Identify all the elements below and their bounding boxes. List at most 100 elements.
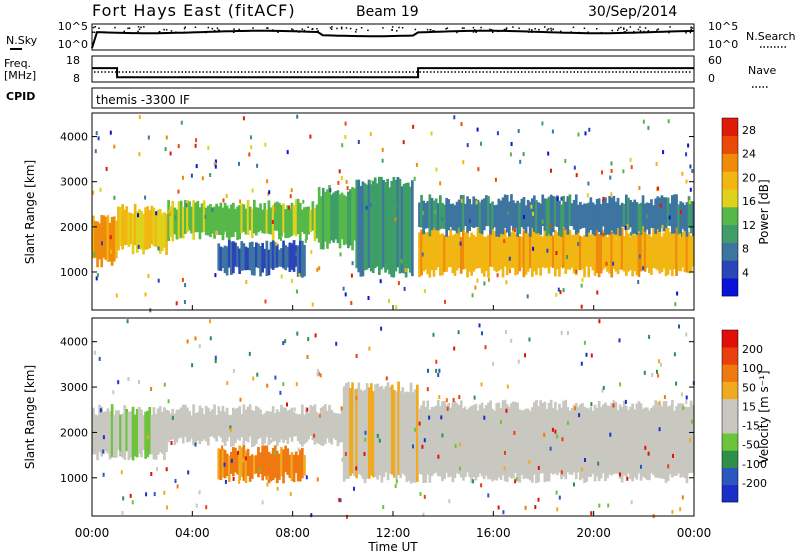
- heatmap-cell: [453, 233, 457, 276]
- heatmap-speckle-cell: [127, 377, 130, 381]
- heatmap-speckle-cell: [476, 127, 479, 132]
- nsky-search-dot: [504, 29, 506, 32]
- heatmap-cell: [556, 410, 559, 476]
- heatmap-cell: [223, 202, 227, 232]
- nsky-search-dot: [503, 28, 506, 31]
- heatmap-cell: [691, 201, 695, 236]
- heatmap-cell: [221, 448, 225, 478]
- heatmap-cell: [689, 201, 693, 234]
- nsky-search-dot: [596, 28, 598, 30]
- heatmap-cell: [328, 404, 331, 443]
- heatmap-speckle-cell: [605, 261, 608, 266]
- heatmap-speckle-cell: [630, 500, 633, 505]
- heatmap-cell: [234, 447, 237, 473]
- heatmap-cell: [311, 201, 315, 231]
- heatmap-cell: [376, 383, 379, 480]
- nsky-search-dot: [456, 31, 458, 34]
- heatmap-speckle-cell: [444, 299, 446, 304]
- heatmap-speckle-cell: [619, 434, 622, 439]
- nsky-tick-top-right: 10^5: [708, 20, 738, 33]
- heatmap-cell: [516, 200, 519, 237]
- nsky-search-dot: [238, 28, 240, 31]
- heatmap-cell: [445, 405, 448, 473]
- colorbar-tick-label: 12: [742, 219, 756, 232]
- heatmap-speckle-cell: [610, 192, 613, 197]
- heatmap-cell: [589, 197, 593, 230]
- heatmap-speckle-cell: [381, 147, 384, 152]
- heatmap-speckle-cell: [668, 215, 671, 220]
- heatmap-cell: [579, 235, 582, 271]
- heatmap-speckle-cell: [150, 387, 153, 391]
- heatmap-cell: [622, 203, 626, 228]
- heatmap-speckle-cell: [344, 292, 347, 297]
- heatmap-speckle-cell: [555, 490, 558, 495]
- heatmap-cell: [163, 407, 166, 460]
- heatmap-speckle-cell: [163, 382, 166, 387]
- heatmap-speckle-cell: [551, 427, 554, 432]
- nsky-search-dot: [513, 30, 516, 32]
- heatmap-cell: [612, 226, 616, 269]
- heatmap-speckle-cell: [590, 353, 593, 358]
- heatmap-cell: [668, 203, 672, 227]
- heatmap-cell: [152, 407, 156, 460]
- heatmap-cell: [629, 406, 632, 480]
- heatmap-cell: [290, 452, 294, 481]
- heatmap-speckle-cell: [156, 467, 158, 472]
- nsky-search-dot: [104, 31, 107, 33]
- heatmap-speckle-cell: [505, 330, 507, 335]
- nsky-search-dot: [183, 27, 186, 30]
- heatmap-cell: [470, 232, 473, 276]
- heatmap-cell: [505, 404, 509, 482]
- heatmap-cell: [131, 213, 135, 255]
- heatmap-cell: [232, 241, 235, 274]
- nsky-search-dot: [137, 30, 139, 33]
- heatmap-cell: [349, 189, 352, 246]
- heatmap-speckle-cell: [496, 273, 499, 278]
- heatmap-cell: [158, 208, 162, 254]
- heatmap-speckle-cell: [329, 188, 332, 193]
- heatmap-cell: [675, 227, 678, 276]
- colorbar-swatch: [722, 398, 738, 417]
- heatmap-cell: [242, 204, 246, 232]
- heatmap-cell: [92, 407, 95, 455]
- heatmap-speckle-cell: [609, 175, 612, 180]
- heatmap-cell: [367, 179, 371, 268]
- nsky-search-dot: [170, 30, 173, 32]
- heatmap-speckle-cell: [291, 279, 294, 283]
- heatmap-speckle-cell: [297, 447, 300, 452]
- heatmap-speckle-cell: [310, 249, 313, 254]
- heatmap-speckle-cell: [316, 477, 319, 482]
- heatmap-cell: [98, 404, 101, 453]
- nsky-search-dot: [671, 30, 673, 33]
- power-colorbar-label: Power [dB]: [757, 179, 771, 244]
- heatmap-cell: [406, 182, 410, 269]
- nsky-search-dot: [205, 31, 207, 34]
- heatmap-speckle-cell: [556, 507, 559, 512]
- heatmap-speckle-cell: [487, 493, 490, 498]
- heatmap-speckle-cell: [266, 482, 269, 487]
- heatmap-speckle-cell: [153, 492, 156, 497]
- heatmap-cell: [388, 187, 391, 275]
- heatmap-speckle-cell: [344, 121, 347, 126]
- heatmap-cell: [282, 449, 285, 484]
- heatmap-cell: [474, 236, 478, 269]
- heatmap-cell: [597, 198, 601, 233]
- heatmap-cell: [556, 195, 559, 227]
- nsky-search-dot: [657, 28, 660, 30]
- heatmap-speckle-cell: [110, 249, 113, 254]
- heatmap-cell: [656, 226, 660, 271]
- heatmap-speckle-cell: [137, 213, 139, 218]
- heatmap-cell: [641, 226, 645, 268]
- heatmap-speckle-cell: [250, 135, 252, 140]
- heatmap-speckle-cell: [502, 510, 505, 515]
- heatmap-speckle-cell: [537, 497, 540, 502]
- heatmap-cell: [439, 234, 442, 276]
- heatmap-cell: [620, 407, 624, 483]
- heatmap-speckle-cell: [458, 466, 461, 471]
- heatmap-speckle-cell: [530, 204, 533, 209]
- heatmap-cell: [528, 226, 532, 269]
- heatmap-cell: [673, 410, 676, 476]
- heatmap-cell: [227, 239, 231, 268]
- nsky-search-dot: [316, 28, 318, 30]
- heatmap-cell: [464, 410, 467, 477]
